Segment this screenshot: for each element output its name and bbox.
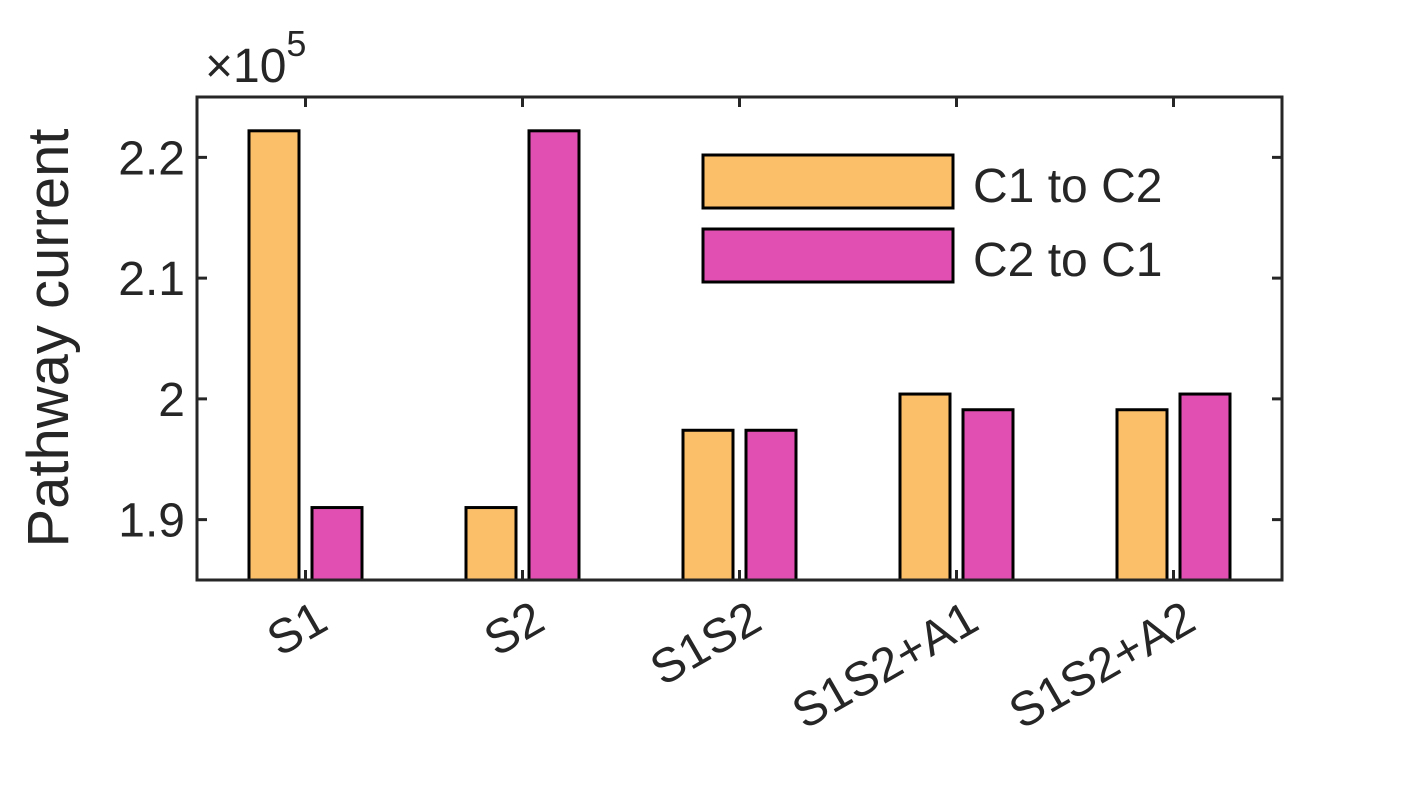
legend-label-c1-to-c2: C1 to C2	[973, 160, 1162, 213]
exponent-base: ×10	[205, 40, 286, 93]
bar-s2-series-2	[527, 129, 581, 582]
y-axis-label: Pathway current	[16, 128, 81, 547]
y-tick-label: 2	[158, 374, 185, 427]
y-tick-label: 1.9	[118, 495, 185, 548]
y-tick-label: 2.1	[118, 253, 185, 306]
legend-label-c2-to-c1: C2 to C1	[973, 234, 1162, 287]
bar-s1s2-series-2	[744, 428, 798, 582]
plot-frame	[195, 95, 1284, 582]
exponent-power: 5	[286, 23, 306, 64]
x-tick-label: S1S2	[642, 592, 770, 697]
bar-s1s2-a1-series-1	[898, 392, 952, 582]
bar-s1s2-a1-series-2	[961, 408, 1015, 582]
x-tick-label: S1S2+A1	[784, 592, 987, 740]
x-tick-label: S1	[259, 592, 336, 667]
bar-s1s2-a2-series-1	[1115, 408, 1169, 582]
bar-s1-series-1	[247, 129, 301, 582]
y-tick-label: 2.2	[118, 132, 185, 185]
bar-s1-series-2	[310, 506, 364, 582]
bars-group	[247, 129, 1232, 582]
x-tick-label: S1S2+A2	[1001, 592, 1204, 740]
legend-swatch-c1-to-c2	[701, 153, 955, 210]
x-tick-label: S2	[476, 592, 553, 667]
legend-swatch-c2-to-c1	[701, 227, 955, 284]
legend: C1 to C2 C2 to C1	[701, 153, 1162, 287]
bar-s1s2-a2-series-2	[1178, 392, 1232, 582]
y-axis-exponent: ×105	[205, 23, 306, 93]
bar-s1s2-series-1	[681, 428, 735, 582]
bar-s2-series-1	[464, 506, 518, 582]
